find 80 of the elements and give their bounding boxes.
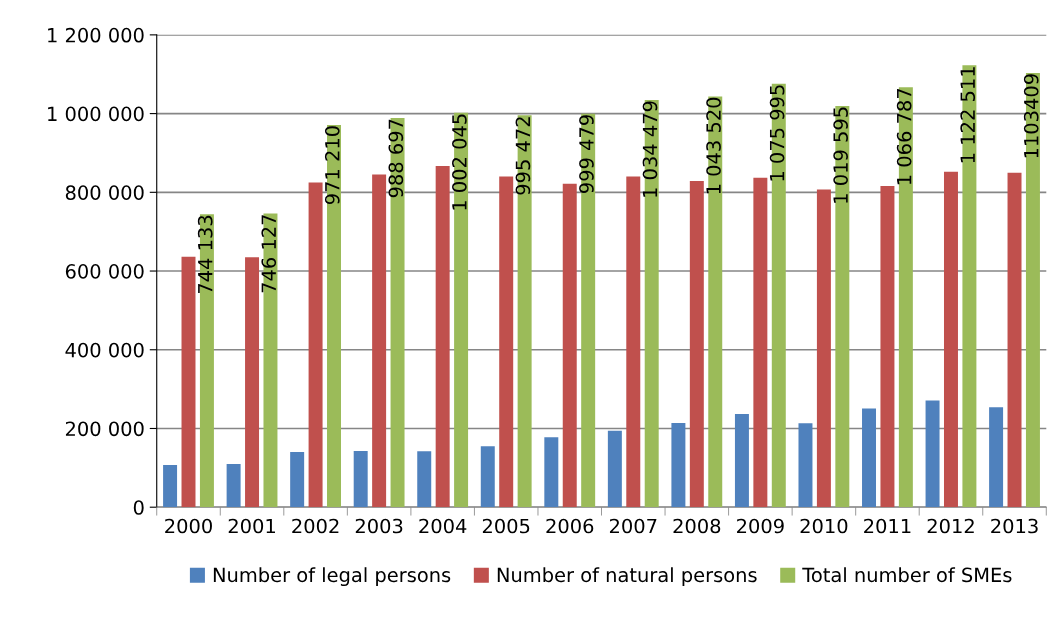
bar: [480, 446, 495, 508]
bar: [199, 214, 214, 508]
bar: [880, 186, 895, 508]
legend-label: Number of legal persons: [213, 567, 451, 587]
x-tick-label: 2004: [419, 518, 467, 534]
bar: [626, 176, 641, 508]
bar: [734, 413, 749, 508]
bar: [607, 430, 622, 508]
x-tick-label: 2001: [228, 518, 275, 534]
data-label: 744 133: [197, 215, 213, 294]
bar: [181, 256, 196, 508]
bar: [544, 437, 559, 508]
data-label: 971 210: [324, 126, 340, 205]
bar: [671, 422, 686, 508]
bar: [163, 465, 178, 508]
data-label: 1 043 520: [706, 97, 721, 194]
bar: [816, 189, 831, 508]
data-label: 999 479: [579, 115, 594, 193]
bar: [689, 180, 704, 508]
data-label: 1103409: [1023, 74, 1039, 158]
x-tick-label: 2013: [991, 518, 1038, 534]
data-label: 1 066 787: [896, 88, 912, 185]
bar: [581, 113, 596, 508]
x-tick-label: 2002: [292, 518, 339, 534]
bar: [417, 451, 432, 508]
bar: [454, 112, 469, 508]
bar: [798, 423, 813, 508]
data-label: 1 019 595: [833, 107, 848, 203]
bar: [943, 171, 958, 508]
bar: [372, 174, 387, 508]
x-tick-label: 2008: [673, 518, 721, 534]
bar: [753, 177, 768, 508]
x-tick-label: 2009: [737, 518, 784, 534]
data-label: 1 122 511: [960, 67, 976, 163]
legend-label: Total number of SMEs: [802, 567, 1012, 583]
x-tick-label: 2006: [546, 518, 594, 534]
x-tick-label: 2005: [482, 518, 530, 534]
bar: [245, 257, 260, 508]
y-tick-label: 1 200 000: [48, 27, 144, 43]
bar: [308, 182, 323, 508]
bar: [1025, 72, 1040, 508]
bar: [353, 450, 368, 508]
bar: [226, 463, 241, 508]
x-tick-label: 2010: [800, 518, 848, 534]
data-label: 1 002 045: [452, 114, 467, 210]
bar: [499, 176, 514, 508]
bar: [290, 452, 305, 508]
bar: [644, 100, 659, 508]
bar: [835, 105, 850, 508]
bar: [562, 183, 577, 508]
x-tick-label: 2012: [927, 518, 974, 534]
y-tick-label: 800 000: [65, 185, 144, 200]
bar: [708, 96, 723, 508]
bar: [925, 400, 940, 508]
y-tick-label: 200 000: [65, 421, 144, 437]
bar: [263, 213, 278, 508]
data-label: 746 127: [261, 215, 277, 293]
bar: [1007, 172, 1022, 508]
bar: [898, 87, 913, 508]
data-label: 995 472: [515, 117, 531, 195]
y-tick-label: 0: [133, 500, 144, 515]
x-tick-label: 2003: [355, 518, 403, 534]
y-tick-label: 1 000 000: [48, 106, 144, 122]
x-tick-label: 2000: [165, 518, 212, 534]
x-tick-label: 2011: [864, 518, 911, 534]
data-label: 1 075 995: [769, 85, 785, 181]
bar: [390, 118, 405, 508]
bar: [771, 83, 786, 508]
bar: [517, 115, 532, 508]
bar: [862, 408, 876, 508]
bar: [989, 407, 1004, 508]
bar: [327, 124, 341, 508]
bar: [962, 65, 977, 508]
data-label: 1 034 479: [642, 101, 658, 197]
x-tick-label: 2007: [609, 518, 657, 534]
data-label: 988 697: [388, 119, 404, 198]
bar: [435, 165, 450, 508]
y-tick-label: 400 000: [65, 342, 144, 358]
y-tick-label: 600 000: [65, 263, 144, 279]
legend-label: Number of natural persons: [497, 567, 757, 587]
